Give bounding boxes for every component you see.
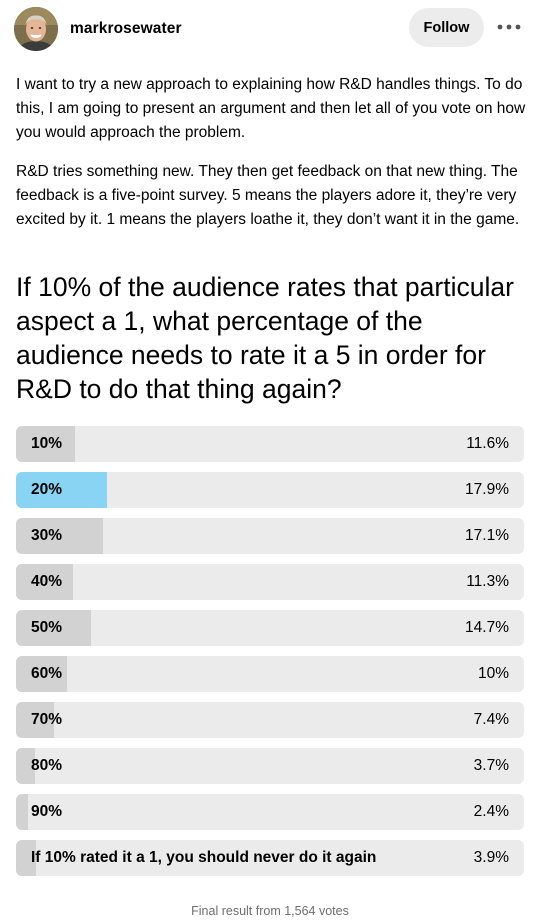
poll-option-label: 20%: [31, 481, 63, 498]
poll-option-bar: [16, 472, 107, 508]
poll-option-percent: 10%: [477, 665, 509, 682]
poll-option-bar: [16, 656, 67, 692]
poll-option-percent: 17.9%: [465, 481, 509, 498]
poll-option-percent: 3.9%: [473, 849, 509, 866]
poll-option[interactable]: 40% 11.3%: [16, 564, 524, 600]
poll-option-label: If 10% rated it a 1, you should never do…: [31, 849, 377, 866]
avatar[interactable]: [14, 7, 58, 51]
poll-question: If 10% of the audience rates that partic…: [16, 272, 514, 404]
poll-option[interactable]: If 10% rated it a 1, you should never do…: [16, 840, 524, 876]
poll-option-label: 80%: [31, 757, 63, 774]
ellipsis-icon[interactable]: [496, 17, 522, 37]
poll-option-bar: [16, 610, 91, 646]
post-paragraph: R&D tries something new. They then get f…: [16, 163, 520, 228]
poll-option-percent: 17.1%: [465, 527, 509, 544]
poll-option[interactable]: 10% 11.6%: [16, 426, 524, 462]
poll-option-bar: [16, 840, 36, 876]
poll-option-percent: 2.4%: [473, 803, 509, 820]
poll-option-percent: 11.3%: [466, 573, 509, 590]
poll-option[interactable]: 70% 7.4%: [16, 702, 524, 738]
poll-option[interactable]: 80% 3.7%: [16, 748, 524, 784]
poll-option-label: 70%: [31, 711, 63, 728]
poll-option-percent: 11.6%: [466, 435, 509, 452]
poll-option[interactable]: 50% 14.7%: [16, 610, 524, 646]
poll-option-label: 60%: [31, 665, 63, 682]
poll-option-label: 10%: [31, 435, 63, 452]
poll-option-bar: [16, 794, 29, 830]
author-name[interactable]: markrosewater: [70, 20, 182, 37]
poll-option-label: 90%: [31, 803, 63, 820]
poll-option-bar: [16, 426, 75, 462]
post-header: markrosewater Follow: [14, 7, 526, 51]
poll-option[interactable]: 20% 17.9%: [16, 472, 524, 508]
poll: 10% 11.6% 20% 17.9% 30% 17.1% 40% 11.3% 50% 14.7%…: [16, 426, 524, 886]
poll-option-bar: [16, 702, 54, 738]
poll-option-label: 50%: [31, 619, 63, 636]
poll-option[interactable]: 60% 10%: [16, 656, 524, 692]
poll-option[interactable]: 90% 2.4%: [16, 794, 524, 830]
poll-option-bar: [16, 748, 35, 784]
poll-result-summary: Final result from 1,564 votes: [191, 904, 349, 918]
poll-option-percent: 7.4%: [473, 711, 509, 728]
user-avatar-icon: [14, 7, 58, 51]
poll-option-percent: 14.7%: [465, 619, 509, 636]
poll-option-label: 40%: [31, 573, 63, 590]
poll-option[interactable]: 30% 17.1%: [16, 518, 524, 554]
follow-button[interactable]: Follow: [409, 8, 484, 47]
post-paragraph: I want to try a new approach to explaini…: [16, 76, 526, 141]
poll-option-bar: [16, 564, 74, 600]
poll-option-label: 30%: [31, 527, 63, 544]
poll-option-percent: 3.7%: [473, 757, 509, 774]
poll-option-bar: [16, 518, 103, 554]
